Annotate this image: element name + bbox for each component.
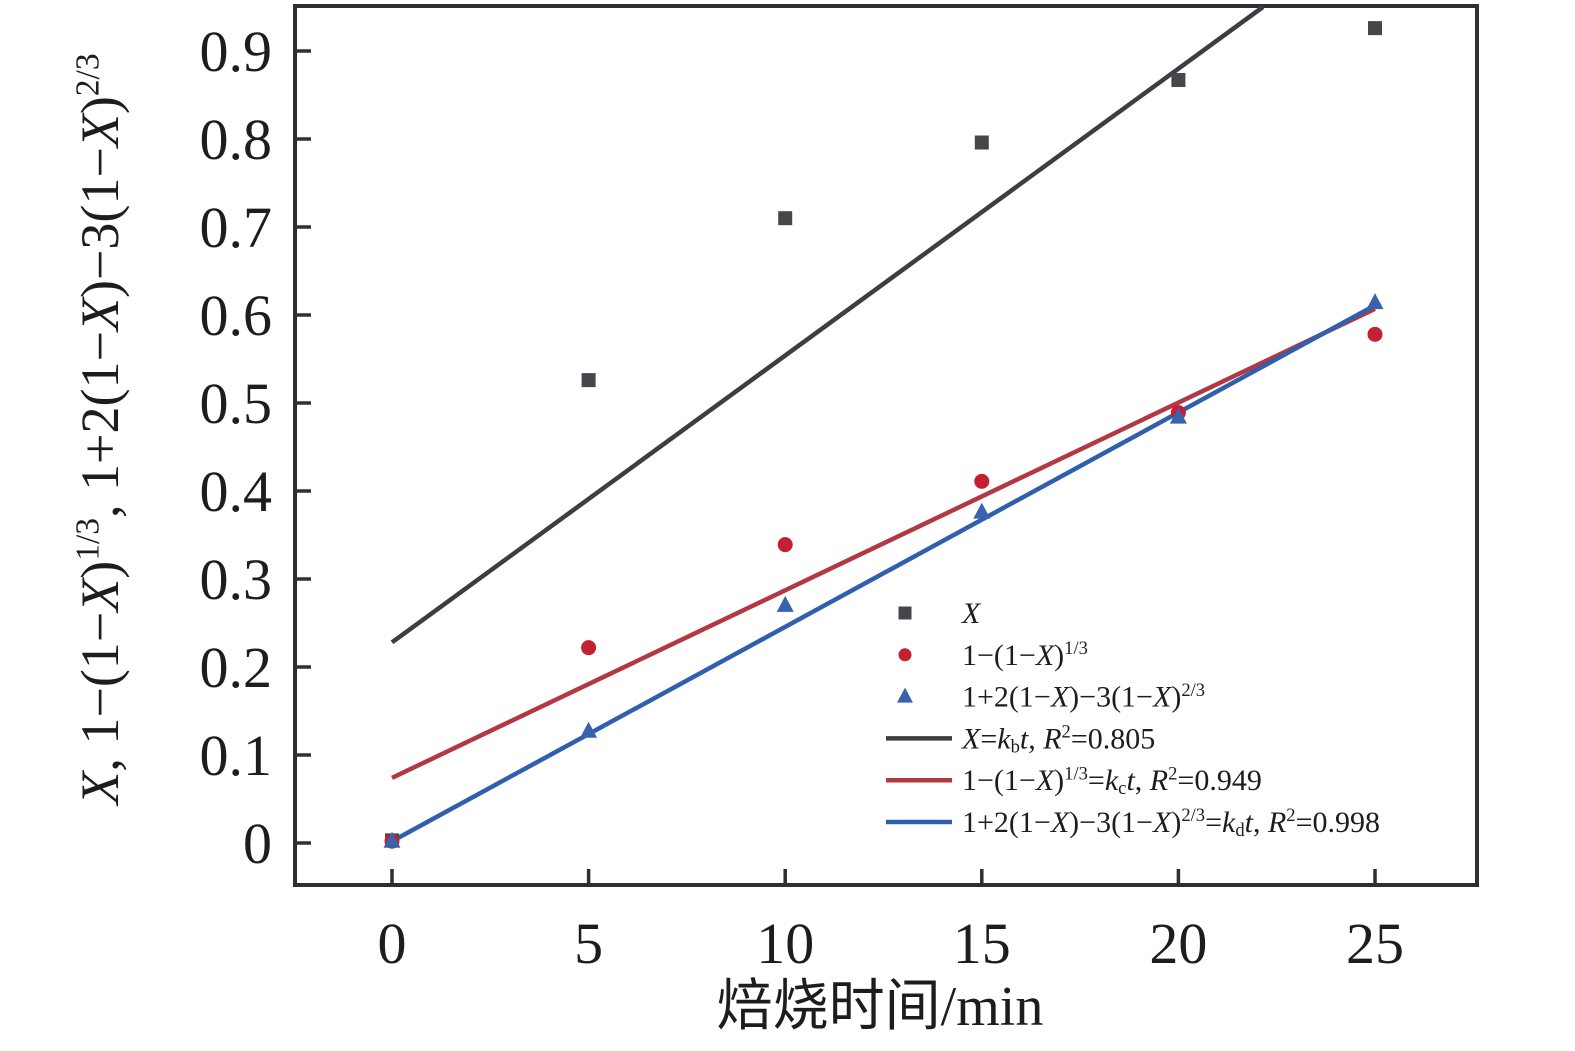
legend-label: 1+2(1−X)−3(1−X)2/3=kdt, R2=0.998 — [962, 805, 1380, 841]
y-axis-title: X, 1−(1−X)1/3, 1+2(1−X)−3(1−X)2/3 — [70, 53, 130, 806]
y-tick-label: 0.7 — [200, 195, 273, 260]
fit-line — [390, 303, 1377, 844]
square-marker — [581, 373, 596, 388]
y-tick-label: 0.5 — [200, 371, 273, 436]
square-marker — [1368, 21, 1382, 36]
x-tick-label: 20 — [1149, 911, 1207, 976]
x-tick-label: 15 — [953, 911, 1011, 976]
x-axis-title: 焙烧时间/min — [717, 976, 1044, 1038]
x-axis: 0 5 10 15 20 25 — [378, 869, 1404, 976]
x-tick-label: 25 — [1346, 911, 1404, 976]
plot-frame — [293, 4, 1479, 887]
x-tick-label: 10 — [756, 911, 814, 976]
y-axis-title-text: X, 1−(1−X)1/3, 1+2(1−X)−3(1−X)2/3 — [70, 53, 130, 806]
triangle-marker — [580, 721, 598, 738]
triangle-marker — [383, 831, 401, 848]
circle-marker — [777, 537, 793, 553]
legend-label: X — [961, 597, 982, 630]
y-tick-label: 0.6 — [200, 283, 273, 348]
triangle-marker — [973, 502, 991, 519]
y-tick-label: 0.3 — [200, 547, 273, 612]
square-marker — [1171, 73, 1186, 88]
triangle-marker — [1169, 407, 1187, 424]
y-tick-label: 0 — [243, 811, 272, 876]
y-axis: 0 0.1 0.2 0.3 0.4 0.5 0.6 0.7 0.8 0.9 — [200, 19, 311, 876]
y-tick-label: 0.4 — [200, 459, 273, 524]
fit-lines — [390, 5, 1377, 844]
y-tick-label: 0.8 — [200, 107, 273, 172]
triangle-marker — [897, 687, 913, 703]
legend: X 1−(1−X)1/3 1+2(1−X)−3(1−X)2/3 X=kbt, R2=0… — [886, 597, 1380, 841]
data-points — [383, 21, 1384, 849]
y-tick-label: 0.9 — [200, 19, 273, 84]
legend-label: X=kbt, R2=0.805 — [961, 722, 1155, 758]
fit-line — [391, 306, 1376, 780]
square-marker — [974, 135, 989, 150]
circle-marker — [974, 473, 990, 489]
y-tick-label: 0.2 — [200, 635, 273, 700]
square-marker — [778, 211, 793, 226]
square-marker — [898, 606, 912, 620]
circle-marker — [581, 640, 597, 656]
circle-marker — [898, 648, 912, 662]
triangle-marker — [776, 595, 794, 612]
x-axis-title-text: 焙烧时间/min — [717, 976, 1044, 1038]
x-tick-label: 0 — [378, 911, 407, 976]
legend-label: 1−(1−X)1/3=kct, R2=0.949 — [962, 763, 1262, 799]
circle-marker — [1367, 326, 1383, 342]
fit-line — [390, 5, 1265, 645]
legend-label: 1+2(1−X)−3(1−X)2/3 — [962, 680, 1205, 714]
legend-label: 1−(1−X)1/3 — [962, 638, 1088, 672]
y-tick-label: 0.1 — [200, 723, 273, 788]
x-tick-label: 5 — [574, 911, 603, 976]
triangle-marker — [1366, 293, 1384, 310]
